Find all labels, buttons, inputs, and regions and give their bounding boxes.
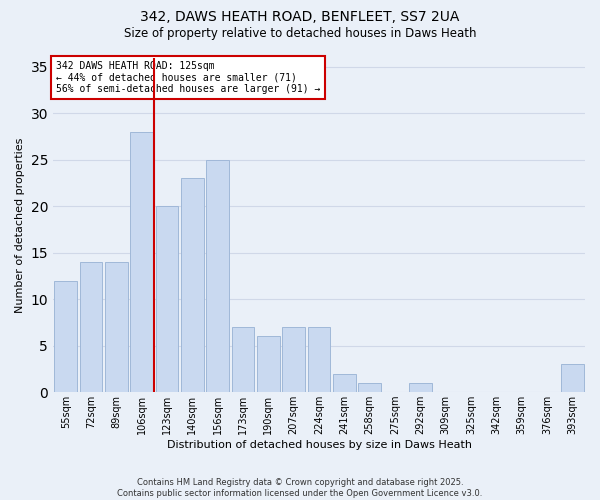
X-axis label: Distribution of detached houses by size in Daws Heath: Distribution of detached houses by size … xyxy=(167,440,472,450)
Bar xyxy=(130,132,153,392)
Bar xyxy=(358,383,381,392)
Bar xyxy=(561,364,584,392)
Bar xyxy=(232,327,254,392)
Bar xyxy=(257,336,280,392)
Bar xyxy=(155,206,178,392)
Bar xyxy=(409,383,432,392)
Bar xyxy=(333,374,356,392)
Text: 342 DAWS HEATH ROAD: 125sqm
← 44% of detached houses are smaller (71)
56% of sem: 342 DAWS HEATH ROAD: 125sqm ← 44% of det… xyxy=(56,61,320,94)
Bar xyxy=(105,262,128,392)
Bar xyxy=(282,327,305,392)
Text: Contains HM Land Registry data © Crown copyright and database right 2025.
Contai: Contains HM Land Registry data © Crown c… xyxy=(118,478,482,498)
Bar xyxy=(80,262,103,392)
Y-axis label: Number of detached properties: Number of detached properties xyxy=(15,137,25,312)
Text: 342, DAWS HEATH ROAD, BENFLEET, SS7 2UA: 342, DAWS HEATH ROAD, BENFLEET, SS7 2UA xyxy=(140,10,460,24)
Text: Size of property relative to detached houses in Daws Heath: Size of property relative to detached ho… xyxy=(124,28,476,40)
Bar xyxy=(206,160,229,392)
Bar xyxy=(308,327,331,392)
Bar xyxy=(181,178,204,392)
Bar xyxy=(55,280,77,392)
